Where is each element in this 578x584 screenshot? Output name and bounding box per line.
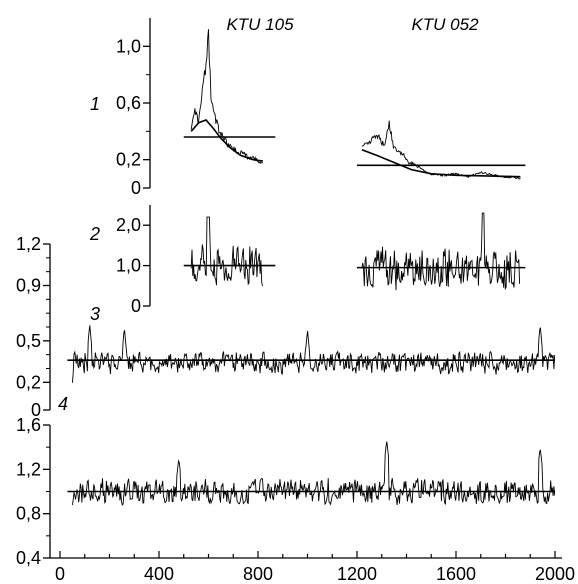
y-tick-label: 0,5 <box>16 331 41 351</box>
panel-label: 3 <box>90 304 100 324</box>
x-tick-label: 400 <box>144 564 174 584</box>
series-line <box>190 216 263 286</box>
series-line <box>71 325 556 383</box>
series-line <box>71 441 556 506</box>
y-tick-label: 1,2 <box>16 459 41 479</box>
x-tick-label: 800 <box>243 564 273 584</box>
series-line <box>361 212 521 291</box>
y-tick-label: 1,0 <box>116 256 141 276</box>
series-line <box>361 120 521 180</box>
x-tick-label: 2000 <box>535 564 575 584</box>
y-tick-label: 0,9 <box>16 276 41 296</box>
panel-label: 4 <box>58 394 68 414</box>
y-tick-label: 0,8 <box>16 504 41 524</box>
sample-label: KTU 052 <box>411 15 479 34</box>
y-tick-label: 1,6 <box>16 415 41 435</box>
y-tick-label: 0,2 <box>16 372 41 392</box>
chart-panel-3: 0 0,2 0,5 0,9 1,2 3 <box>16 234 556 420</box>
sample-label: KTU 105 <box>226 15 294 34</box>
y-tick-label: 0 <box>131 178 141 198</box>
chart-panel-1: 0 0,2 0,6 1,0 1 KTU 105 KTU 052 <box>90 15 526 198</box>
y-tick-label: 0 <box>31 400 41 420</box>
y-tick-label: 0 <box>131 296 141 316</box>
y-tick-label: 0,4 <box>16 548 41 568</box>
x-tick-label: 0 <box>55 564 65 584</box>
y-tick-label: 1,2 <box>16 234 41 254</box>
panel-label: 1 <box>90 94 100 114</box>
series-line <box>190 29 264 165</box>
trend-curve <box>361 149 521 178</box>
x-tick-label: 1200 <box>337 564 377 584</box>
chart-panel-2: 0 1,0 2,0 2 <box>89 205 526 316</box>
trend-curve <box>190 119 264 162</box>
y-tick-label: 1,0 <box>116 36 141 56</box>
chart-panel-4: 0,40,81,21,640 400 800 1200 1600 2000 <box>16 394 575 584</box>
y-tick-label: 0,6 <box>116 93 141 113</box>
y-tick-label: 2,0 <box>116 215 141 235</box>
y-tick-label: 0,2 <box>116 150 141 170</box>
panel-label: 2 <box>89 224 100 244</box>
x-tick-label: 1600 <box>436 564 476 584</box>
